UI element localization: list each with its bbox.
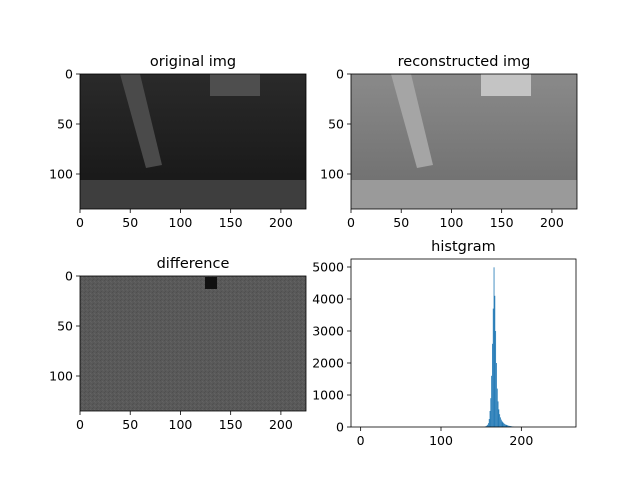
original-img-frame [79,73,307,210]
histgram-bar [504,424,506,427]
histgram-bar [495,331,497,427]
histgram-bar [487,424,489,427]
difference-title: difference [157,256,230,272]
histgram-ytick-label: 5000 [312,260,344,275]
difference-image [80,276,306,411]
histgram-ytick-label: 4000 [312,292,344,307]
panel-reconstructed-img [350,73,578,210]
histgram-bar [488,419,490,427]
reconstructed-img-title: reconstructed img [398,54,531,70]
histgram-bar [491,375,493,427]
difference-ytick-label: 0 [65,269,73,284]
difference-xtick-label: 150 [219,417,243,432]
reconstructed-img-xtick-label: 100 [440,215,464,230]
histgram-bar [500,417,501,427]
histgram-ytick-label: 2000 [312,356,344,371]
histgram-xtick-label: 200 [509,433,533,448]
histgram-ytick-label: 0 [336,420,344,435]
original-img-xtick-label: 150 [219,215,243,230]
original-img-ytick-label: 0 [65,67,73,82]
histgram-bar [499,414,501,427]
reconstructed-img-tree-trunk [391,74,433,168]
histgram-bar [503,423,505,427]
reconstructed-img-frame [350,73,578,210]
panel-difference [79,275,307,412]
histgram-bar [506,425,508,427]
difference-ytick-label: 100 [49,369,73,384]
reconstructed-img-ticks: 0 50 100 150 200 0 50 100 [320,67,564,231]
reconstructed-img-xtick-label: 150 [490,215,514,230]
reconstructed-img-xtick-label: 50 [393,215,409,230]
difference-xtick-label: 100 [169,417,193,432]
histgram-bar [490,398,492,427]
histgram-bar [489,411,491,427]
histgram-ytick-label: 1000 [312,388,344,403]
original-img-xtick-label: 200 [269,215,293,230]
difference-ytick-label: 50 [57,319,73,334]
histgram-bar [494,295,496,427]
histgram-bar [500,419,502,427]
histgram-bar [496,363,497,427]
histgram-bar [508,425,509,427]
histgram-bar [509,426,511,427]
difference-xtick-label: 200 [269,417,293,432]
difference-xtick-label: 0 [76,417,84,432]
histgram-title: histgram [431,239,496,255]
histgram-bar [493,267,495,427]
histgram-bar [504,423,505,427]
original-img-xtick-label: 100 [169,215,193,230]
panel-original-img [79,73,307,210]
histgram-xtick-label: 0 [357,433,365,448]
reconstructed-img-xtick-label: 0 [347,215,355,230]
original-img-xtick-label: 0 [76,215,84,230]
reconstructed-img-grass [351,180,577,209]
reconstructed-img-ytick-label: 50 [328,117,344,132]
histgram-bar [488,423,489,427]
histgram-frame [350,258,577,428]
histgram-bar [486,425,488,427]
histgram-bar [505,424,507,427]
histgram-xtick-label: 100 [429,433,453,448]
histgram-bar [498,409,500,427]
original-img-sky-patch [210,74,260,96]
difference-dark-spot [205,277,217,289]
original-img-tree-trunk [120,74,162,168]
difference-frame [79,275,307,412]
histgram-bars [484,267,514,427]
reconstructed-img-sky-patch [481,74,531,96]
original-img-ytick-label: 100 [49,167,73,182]
histgram-bar [507,425,509,427]
difference-xtick-label: 50 [122,417,138,432]
reconstructed-img-ytick-label: 0 [336,67,344,82]
original-img-xtick-label: 50 [122,215,138,230]
histgram-bar [497,401,499,427]
reconstructed-img-xtick-label: 200 [540,215,564,230]
original-img-ticks: 0 50 100 150 200 0 50 100 [49,67,293,231]
histgram-bar [492,308,494,427]
original-img-title: original img [150,54,236,70]
histgram-bar [496,388,498,427]
original-img-ytick-label: 50 [57,117,73,132]
histgram-bar [492,343,493,427]
histgram-bar [502,422,504,427]
histgram-ytick-label: 3000 [312,324,344,339]
original-img-grass [80,180,306,209]
reconstructed-img-ytick-label: 100 [320,167,344,182]
histgram-bar [501,421,503,427]
difference-ticks: 0 50 100 150 200 0 50 100 [49,269,293,433]
histgram-bar [508,425,510,427]
